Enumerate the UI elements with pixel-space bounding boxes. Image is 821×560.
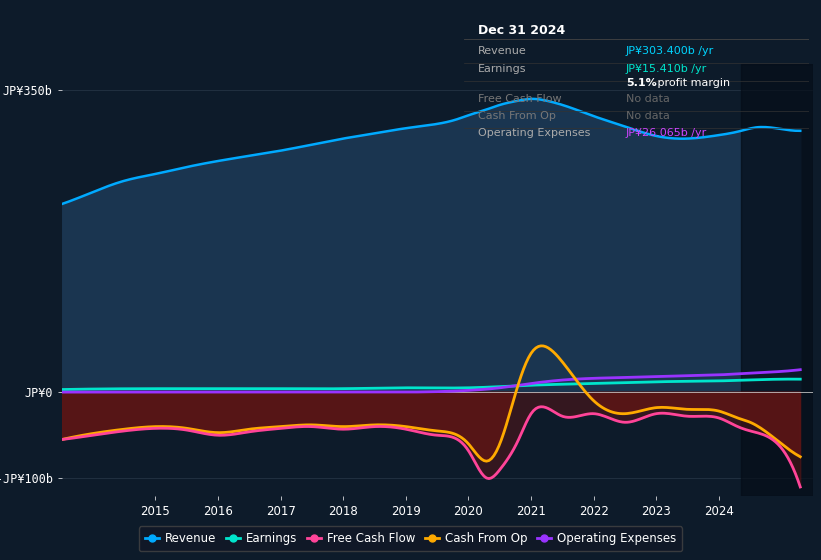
- Text: JP¥303.400b /yr: JP¥303.400b /yr: [626, 46, 714, 56]
- Bar: [741, 64, 813, 496]
- Legend: Revenue, Earnings, Free Cash Flow, Cash From Op, Operating Expenses: Revenue, Earnings, Free Cash Flow, Cash …: [139, 526, 682, 551]
- Text: 5.1%: 5.1%: [626, 78, 657, 87]
- Text: Free Cash Flow: Free Cash Flow: [478, 94, 562, 104]
- Text: JP¥15.410b /yr: JP¥15.410b /yr: [626, 64, 707, 74]
- Text: profit margin: profit margin: [654, 78, 730, 87]
- Text: JP¥26.065b /yr: JP¥26.065b /yr: [626, 128, 707, 138]
- Text: Revenue: Revenue: [478, 46, 526, 56]
- Text: Dec 31 2024: Dec 31 2024: [478, 24, 565, 36]
- Text: No data: No data: [626, 94, 670, 104]
- Text: Cash From Op: Cash From Op: [478, 110, 556, 120]
- Text: No data: No data: [626, 110, 670, 120]
- Text: Earnings: Earnings: [478, 64, 526, 74]
- Text: Operating Expenses: Operating Expenses: [478, 128, 590, 138]
